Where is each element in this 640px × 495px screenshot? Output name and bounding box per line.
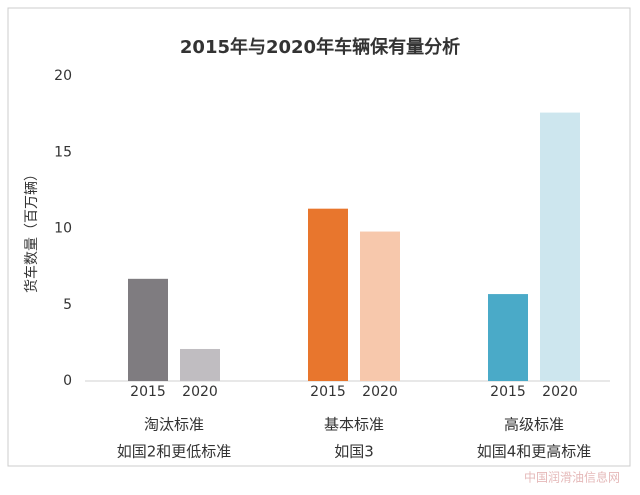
y-tick-label: 0 (63, 373, 72, 389)
bar-label: 2015 (490, 384, 526, 400)
chart-title: 2015年与2020年车辆保有量分析 (180, 36, 460, 58)
y-tick-label: 10 (54, 221, 72, 237)
bar (308, 208, 348, 381)
bar-label: 2015 (130, 384, 166, 400)
chart-frame (7, 7, 631, 467)
bar (360, 231, 400, 381)
bar (180, 348, 220, 381)
bar-label: 2020 (362, 384, 398, 400)
bar-label: 2020 (182, 384, 218, 400)
watermark: 中国润滑油信息网 (524, 470, 620, 485)
group-label: 淘汰标准 (144, 416, 204, 434)
group-label: 高级标准 (504, 416, 564, 434)
bar (128, 278, 168, 381)
group-subtitle: 如国3 (334, 443, 374, 461)
group-label: 基本标准 (324, 416, 384, 434)
bar-label: 2020 (542, 384, 578, 400)
y-tick-label: 5 (63, 297, 72, 313)
y-tick-label: 15 (54, 144, 72, 160)
y-tick-label: 20 (54, 68, 72, 84)
bar (488, 294, 528, 381)
y-axis-label: 货车数量（百万辆） (23, 167, 40, 293)
group-subtitle: 如国4和更高标准 (477, 443, 592, 461)
bar-label: 2015 (310, 384, 346, 400)
group-subtitle: 如国2和更低标准 (117, 443, 232, 461)
bar (540, 112, 580, 381)
